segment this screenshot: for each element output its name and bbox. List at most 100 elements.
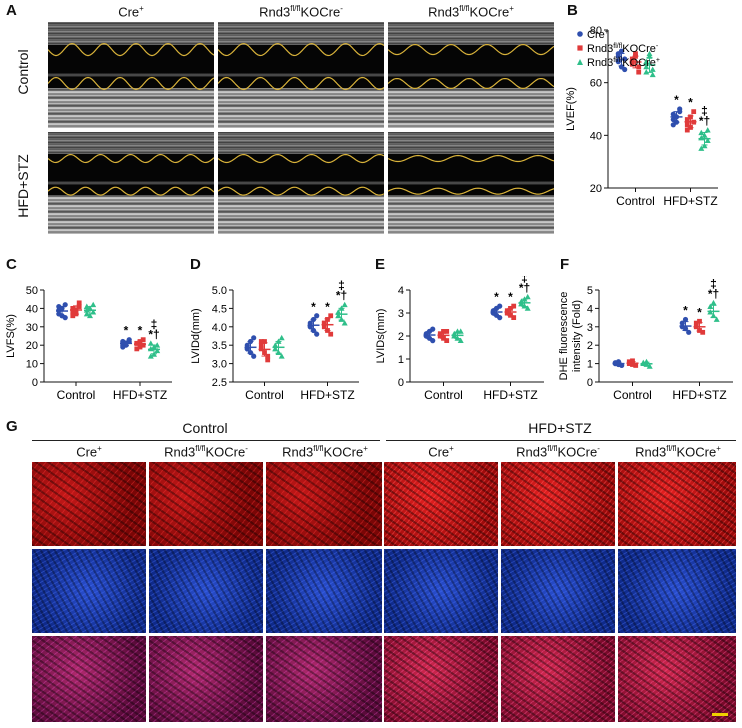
- nuclei-image-hfd-ko-minus: [501, 549, 615, 633]
- data-point: [686, 329, 692, 335]
- echo-hfd-ko-plus: [388, 132, 554, 234]
- y-tick-label: 4: [398, 285, 404, 297]
- data-point: [83, 303, 90, 309]
- anterior-wall-trace: [48, 153, 214, 164]
- data-point: [314, 331, 320, 337]
- significance-marker: *: [124, 324, 129, 338]
- x-tick-label: Control: [613, 388, 652, 402]
- data-point: [134, 340, 140, 346]
- dhe-image-control-ko-plus: [266, 462, 382, 546]
- data-point: [154, 342, 161, 348]
- data-point: [147, 340, 154, 346]
- data-point: [258, 342, 264, 348]
- data-point: [83, 310, 90, 317]
- legend-label: Rnd3fl/flKOCre+: [587, 57, 660, 69]
- data-point: [76, 304, 82, 309]
- data-point: [140, 337, 146, 343]
- data-point: [430, 326, 436, 332]
- echo-control-ko-minus: [218, 22, 384, 128]
- y-tick-label: 4.0: [212, 322, 227, 334]
- y-tick-label: 2: [398, 331, 404, 343]
- posterior-wall-trace: [388, 187, 554, 195]
- data-point: [700, 329, 706, 335]
- data-point: [490, 310, 496, 316]
- data-point: [511, 303, 517, 309]
- group-tail: KOCre: [205, 444, 246, 460]
- y-axis-label: LVIDs(mm): [375, 309, 387, 364]
- y-tick-label: 50: [26, 285, 38, 297]
- data-point: [646, 50, 653, 57]
- panel-g-header-hfd: HFD+STZ: [528, 420, 592, 436]
- data-point: [629, 56, 635, 62]
- data-point: [444, 338, 450, 343]
- y-tick-label: 30: [26, 322, 38, 334]
- panel-g-col-ko-plus-ctrl: Rnd3fl/flKOCre+: [266, 444, 384, 459]
- panel-label-g: G: [6, 418, 18, 435]
- group-sup: fl/fl: [195, 444, 206, 453]
- merge-image-hfd-ko-minus: [501, 636, 615, 722]
- group-sup2: +: [363, 444, 368, 453]
- data-point: [524, 293, 531, 300]
- data-point: [321, 324, 327, 330]
- data-point: [62, 302, 68, 308]
- legend-label: Cre+: [587, 29, 609, 41]
- data-point: [643, 69, 650, 75]
- data-point: [251, 353, 257, 359]
- y-axis-label: intensity (Fold): [571, 300, 583, 372]
- y-axis-label: LVFS(%): [5, 314, 17, 358]
- posterior-wall-trace: [218, 76, 384, 91]
- data-point: [677, 109, 683, 115]
- y-tick-label: 40: [26, 303, 38, 315]
- group-sup: fl/fl: [459, 4, 470, 13]
- panel-label-b: B: [567, 2, 578, 19]
- y-tick-label: 4: [587, 303, 593, 315]
- y-tick-label: 5.0: [212, 285, 227, 297]
- x-tick-label: HFD+STZ: [483, 388, 537, 402]
- data-point: [278, 353, 285, 359]
- data-point: [278, 334, 285, 341]
- data-point: [524, 305, 531, 311]
- data-point: [670, 116, 676, 123]
- panel-a-header-ko-plus: Rnd3fl/flKOCre+: [388, 4, 554, 19]
- y-tick-label: 4.5: [212, 303, 227, 315]
- legend-label: Rnd3fl/flKOCre-: [587, 43, 659, 55]
- group-tail: KOCre: [557, 444, 598, 460]
- y-axis-label: LVIDd(mm): [190, 308, 202, 363]
- significance-marker: *: [311, 300, 316, 314]
- data-point: [251, 335, 257, 341]
- data-point: [134, 346, 140, 352]
- y-tick-label: 3.0: [212, 359, 227, 371]
- posterior-wall-trace: [48, 76, 214, 91]
- data-point: [697, 318, 702, 324]
- echo-control-ko-plus: [388, 22, 554, 128]
- data-point: [62, 315, 68, 321]
- x-tick-label: Control: [424, 388, 463, 402]
- data-point: [710, 299, 717, 306]
- anterior-wall-trace: [48, 42, 214, 57]
- group-tail: KOCre: [323, 444, 364, 460]
- anterior-wall-trace: [218, 42, 384, 57]
- data-point: [70, 313, 76, 319]
- group-sup: +: [97, 444, 102, 453]
- dhe-image-control-cre: [32, 462, 146, 546]
- y-tick-label: 40: [590, 130, 602, 142]
- data-point: [504, 310, 510, 316]
- merge-image-hfd-cre: [384, 636, 498, 722]
- x-tick-label: Control: [57, 388, 96, 402]
- group-sup: fl/fl: [290, 4, 301, 13]
- data-point: [154, 347, 161, 354]
- data-point: [698, 145, 705, 151]
- y-tick-label: 5: [587, 285, 593, 297]
- data-point: [335, 312, 342, 319]
- significance-marker: *: [674, 93, 679, 107]
- data-point: [341, 320, 348, 326]
- data-point: [272, 342, 279, 348]
- data-point: [691, 109, 697, 115]
- significance-marker: *†: [699, 114, 710, 128]
- y-tick-label: 80: [590, 25, 602, 37]
- dhe-image-hfd-ko-plus: [618, 462, 736, 546]
- data-point: [693, 320, 699, 326]
- data-point: [713, 316, 720, 322]
- data-point: [328, 313, 334, 319]
- group-name: Rnd3: [428, 4, 460, 20]
